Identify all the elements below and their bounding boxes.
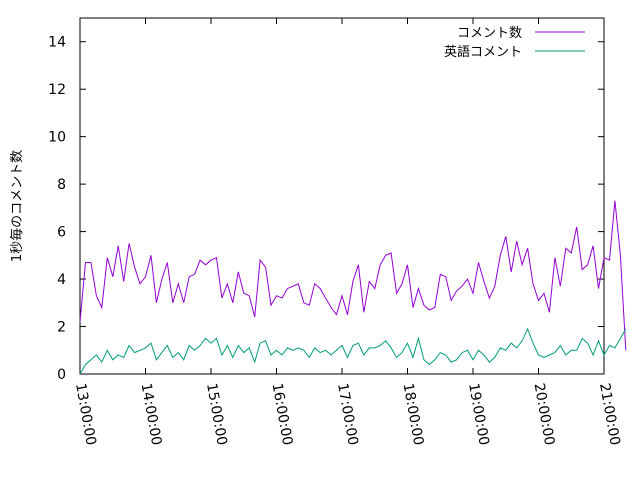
x-tick-label: 16:00:00 bbox=[269, 382, 296, 447]
legend-label-2: 英語コメント bbox=[444, 44, 522, 60]
series-line-1 bbox=[79, 200, 627, 351]
y-tick-label: 6 bbox=[57, 225, 66, 241]
x-tick-label: 14:00:00 bbox=[138, 382, 165, 447]
plot-frame bbox=[79, 17, 605, 375]
y-tick-label: 8 bbox=[57, 177, 66, 193]
x-tick-label: 18:00:00 bbox=[400, 382, 427, 447]
y-tick-label: 4 bbox=[57, 272, 66, 288]
y-tick-label: 2 bbox=[57, 320, 66, 336]
series-layer bbox=[79, 200, 627, 375]
y-axis-label: 1秒毎のコメント数 bbox=[9, 150, 25, 262]
x-axis: 13:00:00 14:00:00 15:00:00 16:00:00 17:00:00… bbox=[72, 18, 623, 447]
y-tick-label: 10 bbox=[48, 130, 66, 146]
x-tick-label: 20:00:00 bbox=[531, 382, 558, 447]
series-line-2 bbox=[79, 327, 627, 375]
y-axis: 0 2 4 6 8 10 12 14 bbox=[48, 35, 604, 383]
y-tick-label: 14 bbox=[48, 35, 66, 51]
legend-label-1: コメント数 bbox=[457, 26, 522, 41]
x-tick-label: 21:00:00 bbox=[596, 382, 623, 447]
x-tick-label: 17:00:00 bbox=[334, 382, 361, 447]
y-tick-label: 0 bbox=[57, 367, 66, 383]
x-tick-label: 15:00:00 bbox=[203, 382, 230, 447]
x-tick-label: 19:00:00 bbox=[465, 382, 492, 447]
plot-border bbox=[79, 17, 605, 375]
y-tick-label: 12 bbox=[48, 82, 66, 98]
x-tick-label: 13:00:00 bbox=[72, 382, 99, 447]
